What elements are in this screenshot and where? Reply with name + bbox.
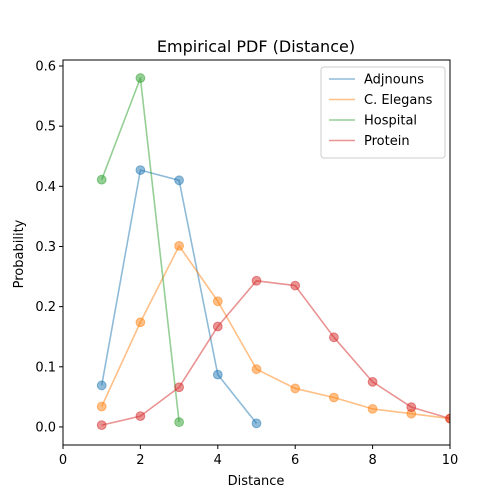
- data-point: [96, 174, 107, 185]
- data-point: [212, 321, 223, 332]
- data-point: [251, 275, 262, 286]
- data-point: [251, 418, 262, 429]
- legend-label: Protein: [364, 134, 410, 149]
- series-layer: [96, 73, 450, 431]
- legend-item: Hospital: [329, 114, 417, 129]
- data-point: [96, 401, 107, 412]
- series-protein: [96, 275, 450, 431]
- x-tick-label: 8: [368, 453, 376, 468]
- data-point: [367, 376, 378, 387]
- data-point: [290, 280, 301, 291]
- y-tick-label: 0.6: [35, 60, 56, 75]
- axes-frame: [62, 59, 451, 446]
- data-point: [406, 402, 417, 413]
- legend-item: Protein: [329, 134, 410, 149]
- x-tick-label: 0: [59, 453, 67, 468]
- y-tick-label: 0.5: [35, 120, 56, 135]
- legend: Adjnouns C. Elegans Hospital Protein: [320, 66, 446, 159]
- legend-label: Adjnouns: [364, 73, 424, 88]
- data-point: [135, 73, 146, 83]
- data-point: [96, 380, 107, 391]
- x-tick-label: 2: [136, 453, 144, 468]
- chart-title: Empirical PDF (Distance): [157, 37, 355, 56]
- y-tick-label: 0.1: [35, 360, 56, 375]
- legend-item: C. Elegans: [329, 93, 433, 108]
- data-point: [329, 332, 339, 343]
- data-point: [96, 420, 107, 431]
- y-tick-label: 0.2: [35, 300, 56, 315]
- data-point: [135, 317, 146, 328]
- series-hospital: [96, 73, 185, 428]
- data-point: [290, 383, 301, 394]
- series-adjnouns: [96, 165, 262, 429]
- data-point: [174, 240, 185, 251]
- data-point: [174, 417, 185, 428]
- data-point: [367, 404, 378, 414]
- data-point: [174, 382, 185, 393]
- data-point: [212, 369, 223, 380]
- axes-layer: 0 2 4 6 8 10 0.0 0.1 0.2 0.3 0.4 0.5 0.6: [35, 59, 459, 468]
- x-tick-label: 10: [442, 453, 459, 468]
- legend-label: Hospital: [364, 114, 417, 129]
- legend-label: C. Elegans: [364, 93, 433, 108]
- x-tick-label: 4: [214, 453, 222, 468]
- data-point: [135, 411, 146, 422]
- data-point: [135, 165, 146, 175]
- y-tick-label: 0.4: [35, 180, 56, 195]
- data-point: [445, 413, 450, 424]
- y-tick-label: 0.0: [35, 420, 56, 435]
- series-line: [100, 245, 450, 420]
- legend-box: [320, 66, 446, 159]
- data-point: [174, 175, 185, 186]
- data-point: [212, 296, 223, 307]
- series-line: [101, 279, 450, 426]
- data-point: [251, 364, 262, 375]
- y-axis-label: Probability: [12, 219, 27, 288]
- x-axis-label: Distance: [228, 474, 285, 489]
- y-tick-label: 0.3: [35, 240, 56, 255]
- data-point: [329, 392, 339, 403]
- x-tick-label: 6: [291, 453, 299, 468]
- legend-item: Adjnouns: [329, 73, 424, 88]
